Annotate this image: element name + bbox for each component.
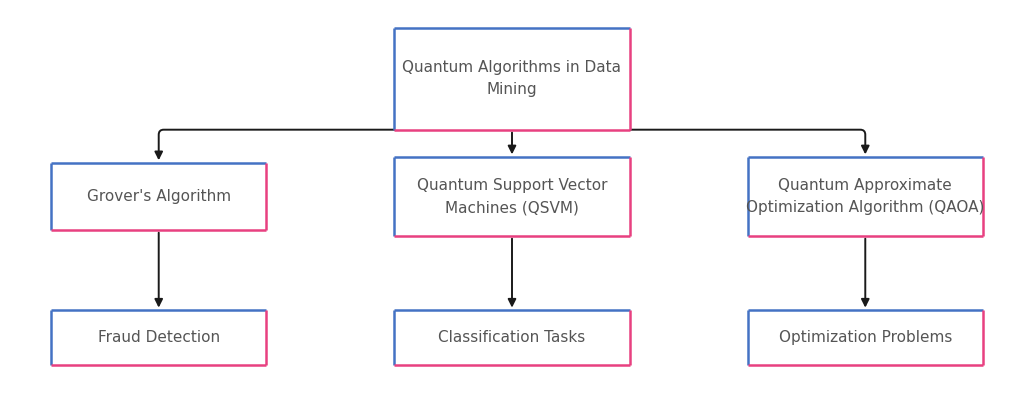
Bar xyxy=(748,157,983,236)
Bar xyxy=(51,310,266,365)
Text: Quantum Approximate
Optimization Algorithm (QAOA): Quantum Approximate Optimization Algorit… xyxy=(746,178,984,215)
Bar xyxy=(394,28,630,130)
Bar xyxy=(748,310,983,365)
Bar xyxy=(51,163,266,230)
Text: Classification Tasks: Classification Tasks xyxy=(438,331,586,345)
Text: Optimization Problems: Optimization Problems xyxy=(778,331,952,345)
Bar xyxy=(394,157,630,236)
Text: Quantum Algorithms in Data
Mining: Quantum Algorithms in Data Mining xyxy=(402,60,622,97)
Text: Quantum Support Vector
Machines (QSVM): Quantum Support Vector Machines (QSVM) xyxy=(417,178,607,215)
Bar xyxy=(394,310,630,365)
Text: Fraud Detection: Fraud Detection xyxy=(97,331,220,345)
Text: Grover's Algorithm: Grover's Algorithm xyxy=(87,189,230,204)
